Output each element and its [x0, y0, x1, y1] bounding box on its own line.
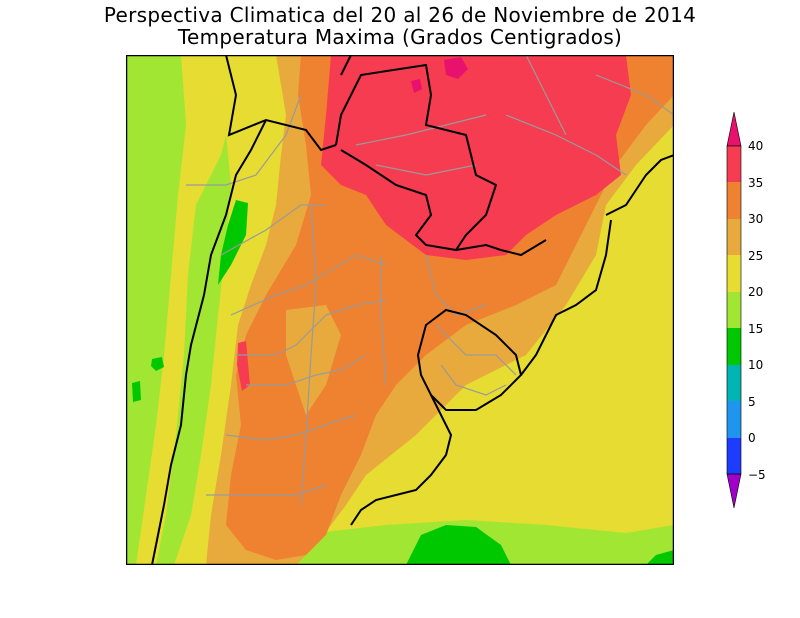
- legend-20-25: [727, 255, 741, 292]
- field-35-40-spot: [237, 341, 250, 391]
- legend-label-20: 20: [748, 285, 763, 299]
- legend-25-30: [727, 219, 741, 255]
- country-borders: [151, 55, 674, 565]
- legend-label-minus5: −5: [748, 468, 766, 482]
- legend-label-5: 5: [748, 395, 756, 409]
- legend-label-30: 30: [748, 212, 763, 226]
- color-legend: 40 35 30 25 20 15 10 5 0 −5: [726, 111, 766, 509]
- field-35-40: [321, 55, 631, 260]
- legend-label-40: 40: [748, 139, 763, 153]
- legend-0-5: [727, 401, 741, 438]
- temperature-map: [126, 55, 674, 565]
- field-10-15-southeast: [646, 550, 674, 565]
- field-20-25-west-strip: [136, 55, 236, 565]
- field-over-40-small: [411, 79, 422, 93]
- map-frame: [126, 55, 674, 565]
- legend-30-35: [727, 182, 741, 219]
- field-10-15-spot2: [132, 381, 141, 402]
- legend-35-40: [727, 146, 741, 182]
- field-10-15-spot: [151, 357, 164, 371]
- legend-under-m5: [726, 473, 742, 509]
- field-10-15-andes: [218, 200, 248, 285]
- legend-label-15: 15: [748, 322, 763, 336]
- legend-label-10: 10: [748, 358, 763, 372]
- legend-5-10: [727, 365, 741, 401]
- legend-m5-0: [727, 438, 741, 474]
- legend-label-35: 35: [748, 176, 763, 190]
- map-title: Perspectiva Climatica del 20 al 26 de No…: [103, 3, 697, 27]
- legend-10-15: [727, 328, 741, 365]
- field-10-15-south: [406, 525, 511, 565]
- legend-label-25: 25: [748, 249, 763, 263]
- legend-over40: [726, 111, 742, 147]
- map-subtitle: Temperatura Maxima (Grados Centigrados): [177, 25, 623, 49]
- legend-15-20: [727, 292, 741, 328]
- legend-label-0: 0: [748, 431, 756, 445]
- province-boundaries: [186, 55, 674, 506]
- field-25-30-interior: [286, 305, 341, 415]
- field-over-40: [444, 57, 468, 79]
